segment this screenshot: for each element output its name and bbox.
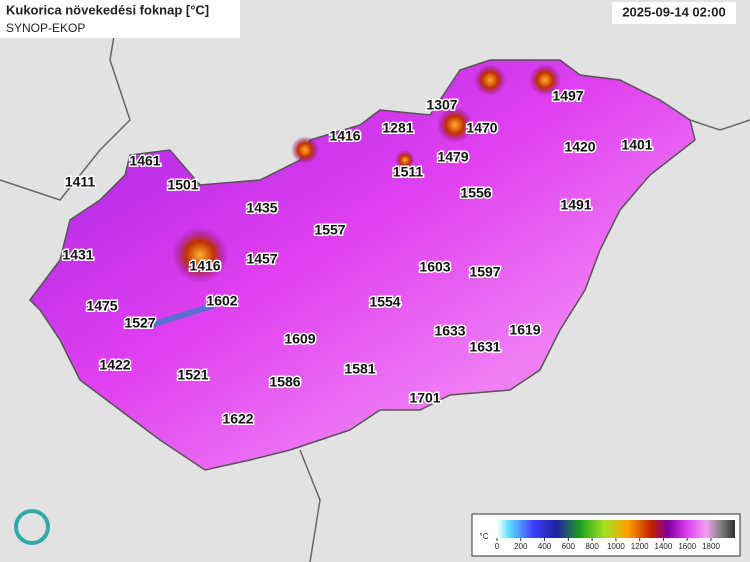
station-value: 1431 [62, 247, 93, 263]
station-value: 1416 [329, 128, 360, 144]
logo [14, 509, 50, 545]
station-value: 1307 [426, 97, 457, 113]
station-value: 1501 [167, 177, 198, 193]
station-value: 1631 [469, 339, 500, 355]
station-value: 1470 [466, 120, 497, 136]
station-value: 1435 [246, 200, 277, 216]
subtitle: SYNOP-EKOP [6, 21, 85, 35]
station-value: 1633 [434, 323, 465, 339]
station-value: 1416 [189, 258, 220, 274]
station-value: 1622 [222, 411, 253, 427]
legend-tick-label: 0 [495, 542, 500, 551]
station-value: 1586 [269, 374, 300, 390]
station-value: 1420 [564, 139, 595, 155]
station-value: 1527 [124, 315, 155, 331]
legend-tick-label: 400 [538, 542, 552, 551]
station-value: 1602 [206, 293, 237, 309]
timestamp: 2025-09-14 02:00 [622, 4, 725, 19]
station-value: 1491 [560, 197, 591, 213]
border [689, 119, 750, 131]
station-value: 1411 [65, 174, 96, 190]
station-value: 1557 [314, 222, 345, 238]
station-value: 1701 [409, 390, 440, 406]
border [0, 0, 131, 201]
title: Kukorica növekedési foknap [°C] [6, 2, 209, 17]
legend-tick-label: 1000 [607, 542, 625, 551]
legend-tick-label: 200 [514, 542, 528, 551]
station-value: 1609 [284, 331, 315, 347]
header-box [0, 0, 240, 38]
station-value: 1281 [382, 120, 413, 136]
legend-unit: °C [480, 532, 489, 541]
legend-tick-label: 1600 [678, 542, 696, 551]
hotspots [172, 64, 561, 283]
station-value: 1597 [469, 264, 500, 280]
station-value: 1475 [86, 298, 117, 314]
legend-tick-label: 1400 [655, 542, 673, 551]
station-value: 1457 [246, 251, 277, 267]
station-value: 1619 [509, 322, 540, 338]
lake [149, 297, 231, 328]
station-value: 1521 [177, 367, 208, 383]
legend-scale [497, 520, 735, 538]
timestamp-box [612, 2, 736, 24]
border [299, 449, 321, 562]
station-value: 1581 [344, 361, 375, 377]
legend-tick-label: 1200 [631, 542, 649, 551]
legend-tick-label: 800 [585, 542, 599, 551]
station-value: 1556 [460, 185, 491, 201]
station-value: 1554 [369, 294, 400, 310]
station-value: 1479 [437, 149, 468, 165]
station-value: 1461 [129, 153, 160, 169]
station-value: 1422 [99, 357, 130, 373]
station-value: 1511 [393, 164, 424, 180]
station-value: 1603 [419, 259, 450, 275]
legend-tick-label: 1800 [702, 542, 720, 551]
country-area [29, 59, 696, 471]
station-value: 1401 [621, 137, 652, 153]
legend-tick-label: 600 [562, 542, 576, 551]
station-value: 1497 [552, 88, 583, 104]
